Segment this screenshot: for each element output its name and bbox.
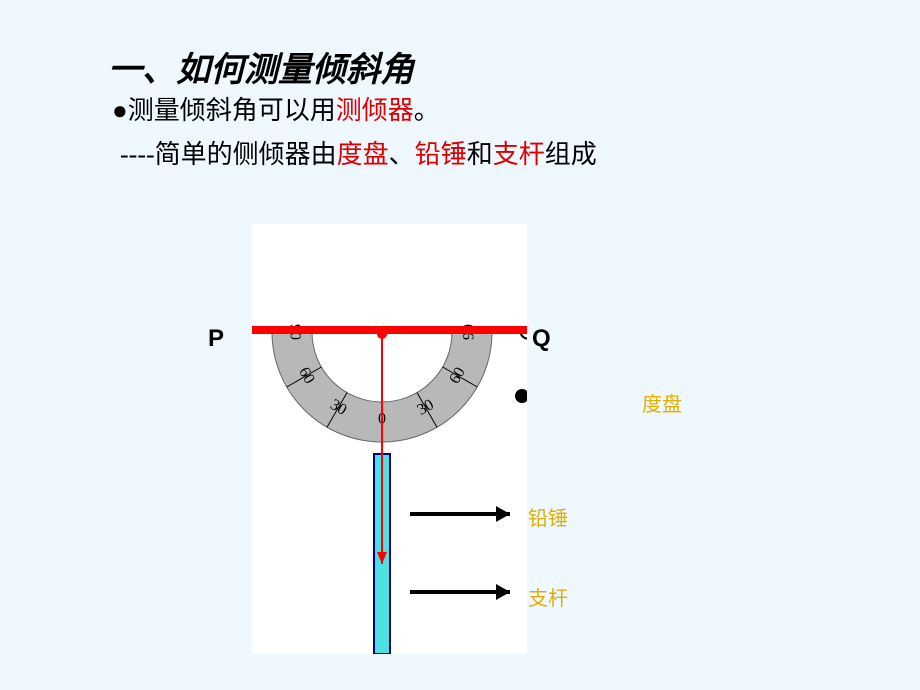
line2-sep1: 、 bbox=[389, 140, 415, 169]
line2-part3: 支杆 bbox=[493, 140, 545, 169]
intro-line-2: ----简单的侧倾器由度盘、铅锤和支杆组成 bbox=[120, 134, 597, 171]
intro-line-1: ●测量倾斜角可以用测倾器。 bbox=[112, 90, 440, 127]
annot-rod-label: 支杆 bbox=[528, 582, 568, 611]
diagram-svg: 9060300306090 bbox=[252, 224, 527, 654]
label-q: Q bbox=[532, 325, 551, 353]
annot-dial-label: 度盘 bbox=[642, 388, 682, 417]
line2-part1: 度盘 bbox=[337, 140, 389, 169]
line2-part2: 铅锤 bbox=[415, 140, 467, 169]
page-title: 一、如何测量倾斜角 bbox=[108, 42, 414, 91]
line2-sep2: 和 bbox=[467, 140, 493, 169]
line1-prefix: ●测量倾斜角可以用 bbox=[112, 96, 336, 125]
line2-prefix: ----简单的侧倾器由 bbox=[120, 140, 337, 169]
line2-suffix: 组成 bbox=[545, 140, 597, 169]
annot-plumb-label: 铅锤 bbox=[528, 502, 568, 531]
inclinometer-diagram: 9060300306090 bbox=[252, 224, 527, 654]
line1-keyword: 测倾器 bbox=[336, 96, 414, 125]
label-p: P bbox=[208, 325, 224, 353]
line1-suffix: 。 bbox=[414, 96, 440, 125]
